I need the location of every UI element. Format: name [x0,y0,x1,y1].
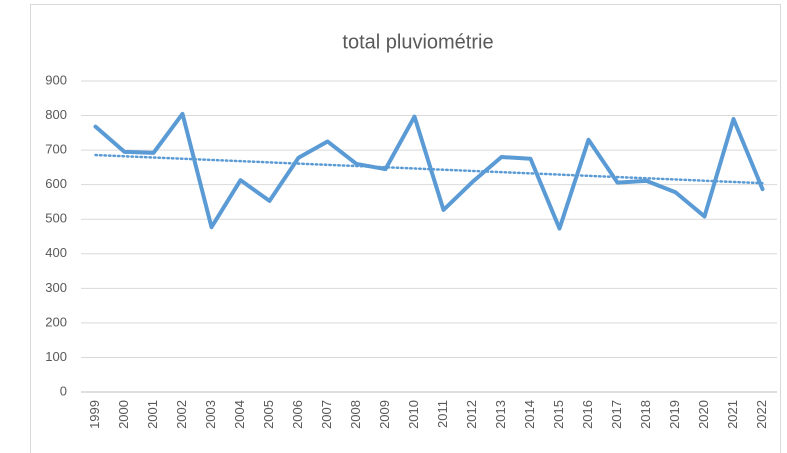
y-tick-label: 800 [45,107,67,122]
x-tick-label: 1999 [87,400,102,429]
y-tick-label: 600 [45,176,67,191]
y-tick-label: 900 [45,72,67,87]
y-tick-label: 200 [45,314,67,329]
y-tick-label: 400 [45,245,67,260]
x-tick-label: 2002 [174,400,189,429]
y-tick-label: 300 [45,280,67,295]
x-tick-label: 2000 [116,400,131,429]
x-tick-label: 2006 [290,400,305,429]
y-tick-label: 0 [60,383,67,398]
x-tick-label: 2012 [464,400,479,429]
x-tick-label: 2021 [725,400,740,429]
x-tick-label: 2018 [638,400,653,429]
x-tick-label: 2014 [522,400,537,429]
chart-title: total pluviométrie [342,31,493,53]
y-tick-label: 700 [45,142,67,157]
x-tick-label: 2015 [551,400,566,429]
x-tick-label: 2009 [377,400,392,429]
y-tick-label: 100 [45,349,67,364]
data-line [93,111,765,231]
x-tick-label: 2016 [580,400,595,429]
chart-border [30,4,781,453]
x-tick-label: 2017 [609,400,624,429]
x-tick-label: 2011 [435,400,450,428]
x-tick-label: 2005 [261,400,276,429]
x-tick-label: 2004 [232,400,247,429]
y-tick-label: 500 [45,211,67,226]
x-tick-label: 2008 [348,400,363,429]
x-tick-label: 2020 [696,400,711,429]
x-tick-label: 2019 [667,400,682,429]
x-tick-label: 2003 [203,400,218,429]
x-tick-label: 2001 [145,400,160,429]
x-tick-label: 2022 [754,400,769,429]
x-tick-label: 2013 [493,400,508,429]
x-tick-label: 2010 [406,400,421,429]
x-tick-label: 2007 [319,400,334,429]
